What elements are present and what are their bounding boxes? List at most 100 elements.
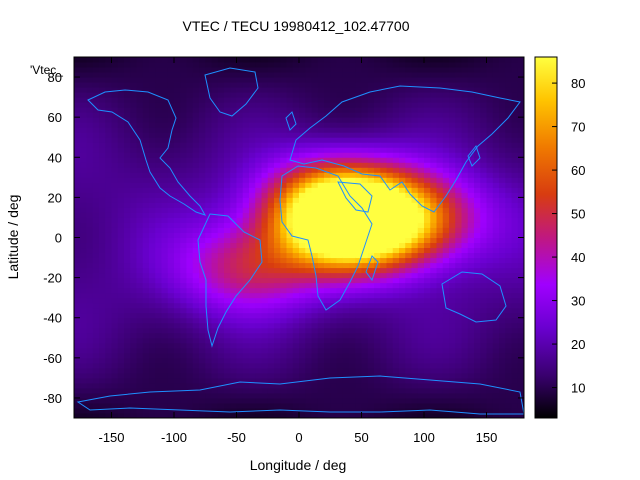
heatmap-cell — [224, 132, 231, 138]
heatmap-cell — [80, 222, 87, 228]
heatmap-cell — [242, 187, 250, 193]
heatmap-cell — [317, 257, 325, 264]
heatmap-cell — [486, 82, 494, 88]
heatmap-cell — [217, 162, 225, 168]
heatmap-cell — [99, 142, 106, 148]
heatmap-cell — [386, 412, 394, 418]
heatmap-cell — [292, 187, 300, 193]
heatmap-cell — [449, 342, 456, 349]
heatmap-cell — [499, 137, 506, 143]
heatmap-cell — [455, 367, 462, 374]
heatmap-cell — [305, 212, 312, 218]
heatmap-cell — [380, 82, 387, 88]
heatmap-cell — [224, 202, 231, 208]
heatmap-cell — [424, 137, 431, 143]
heatmap-cell — [99, 372, 106, 379]
heatmap-cell — [242, 67, 250, 73]
heatmap-cell — [492, 247, 500, 254]
heatmap-cell — [255, 217, 262, 223]
heatmap-cell — [267, 187, 275, 193]
heatmap-cell — [367, 327, 375, 334]
heatmap-cell — [299, 202, 306, 208]
heatmap-cell — [392, 172, 400, 178]
heatmap-cell — [311, 257, 319, 264]
heatmap-cell — [449, 62, 456, 68]
heatmap-cell — [249, 187, 256, 193]
heatmap-cell — [136, 252, 144, 259]
heatmap-cell — [186, 122, 194, 128]
heatmap-cell — [424, 227, 431, 233]
heatmap-cell — [342, 127, 350, 133]
heatmap-cell — [261, 212, 269, 218]
heatmap-cell — [161, 357, 169, 364]
heatmap-cell — [330, 162, 337, 168]
heatmap-cell — [205, 232, 212, 238]
heatmap-cell — [474, 77, 481, 83]
heatmap-cell — [80, 372, 87, 379]
heatmap-cell — [305, 162, 312, 168]
heatmap-cell — [305, 187, 312, 193]
heatmap-cell — [361, 127, 369, 133]
heatmap-cell — [155, 387, 162, 394]
heatmap-cell — [167, 342, 175, 349]
heatmap-cell — [92, 272, 100, 279]
heatmap-cell — [105, 322, 112, 329]
heatmap-cell — [324, 247, 331, 254]
heatmap-cell — [261, 157, 269, 163]
heatmap-cell — [167, 142, 175, 148]
heatmap-cell — [374, 122, 381, 128]
heatmap-cell — [92, 332, 100, 339]
heatmap-cell — [186, 92, 194, 98]
heatmap-cell — [349, 292, 356, 299]
heatmap-cell — [424, 72, 431, 78]
heatmap-cell — [355, 257, 362, 264]
heatmap-cell — [399, 102, 406, 108]
heatmap-cell — [249, 132, 256, 138]
heatmap-cell — [430, 337, 437, 344]
heatmap-cell — [280, 277, 287, 284]
heatmap-cell — [455, 272, 462, 279]
heatmap-cell — [486, 187, 494, 193]
heatmap-cell — [380, 67, 387, 73]
heatmap-cell — [361, 142, 369, 148]
heatmap-cell — [342, 387, 350, 394]
heatmap-cell — [467, 97, 475, 103]
heatmap-cell — [492, 297, 500, 304]
heatmap-cell — [299, 347, 306, 354]
heatmap-cell — [180, 117, 187, 123]
heatmap-cell — [117, 157, 125, 163]
heatmap-cell — [317, 412, 325, 418]
heatmap-cell — [111, 57, 119, 63]
heatmap-cell — [180, 307, 187, 314]
heatmap-cell — [455, 402, 462, 409]
heatmap-cell — [411, 222, 419, 228]
heatmap-cell — [336, 317, 344, 324]
heatmap-cell — [86, 177, 94, 183]
heatmap-cell — [86, 372, 94, 379]
heatmap-cell — [249, 357, 256, 364]
heatmap-cell — [292, 152, 300, 158]
heatmap-cell — [174, 307, 181, 314]
heatmap-cell — [167, 247, 175, 254]
heatmap-cell — [349, 407, 356, 414]
heatmap-cell — [399, 297, 406, 304]
heatmap-cell — [480, 287, 487, 294]
heatmap-cell — [99, 162, 106, 168]
heatmap-cell — [211, 157, 219, 163]
heatmap-cell — [311, 117, 319, 123]
heatmap-cell — [167, 157, 175, 163]
heatmap-cell — [255, 347, 262, 354]
heatmap-cell — [261, 92, 269, 98]
heatmap-cell — [399, 257, 406, 264]
heatmap-cell — [92, 397, 100, 404]
heatmap-cell — [367, 412, 375, 418]
heatmap-cell — [230, 167, 237, 173]
heatmap-cell — [274, 322, 281, 329]
heatmap-cell — [149, 212, 156, 218]
heatmap-cell — [80, 412, 87, 418]
heatmap-cell — [267, 72, 275, 78]
heatmap-cell — [286, 412, 294, 418]
heatmap-cell — [167, 77, 175, 83]
heatmap-cell — [117, 177, 125, 183]
heatmap-cell — [455, 67, 462, 73]
